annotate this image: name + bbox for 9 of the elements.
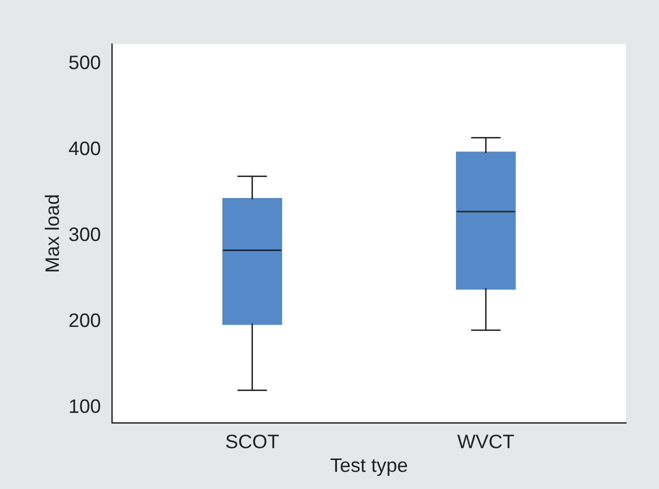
y-tick-label: 300 (69, 227, 100, 242)
x-tick-label: SCOT (226, 434, 279, 448)
y-tick-label: 500 (69, 56, 100, 70)
x-axis-title: Test type (330, 458, 408, 476)
y-tick-label: 200 (69, 313, 100, 328)
x-tick-label: WVCT (457, 434, 514, 448)
y-tick-label: 400 (68, 141, 100, 156)
y-tick-label: 100 (70, 399, 100, 414)
y-axis-title: Max load (44, 195, 60, 272)
